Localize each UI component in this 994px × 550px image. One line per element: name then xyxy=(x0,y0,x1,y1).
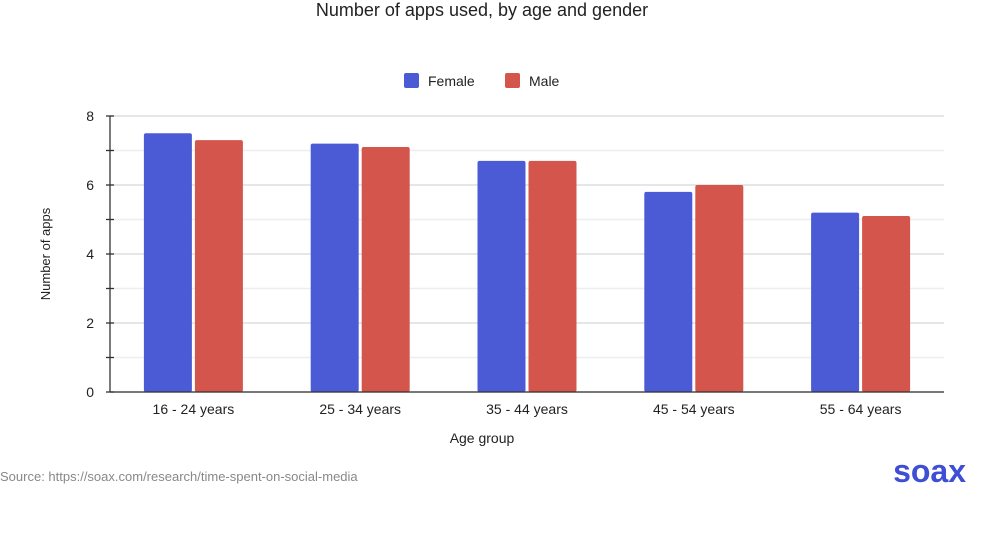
x-tick-label: 16 - 24 years xyxy=(153,401,235,417)
bar-male xyxy=(361,147,410,392)
x-tick-label: 35 - 44 years xyxy=(486,401,568,417)
legend-swatch-female xyxy=(404,73,419,88)
bar-female xyxy=(811,212,860,392)
legend-label: Male xyxy=(529,73,560,89)
chart-title: Number of apps used, by age and gender xyxy=(316,0,648,20)
bar-female xyxy=(477,160,526,392)
source-text: Source: https://soax.com/research/time-s… xyxy=(0,469,358,484)
bar-female xyxy=(310,143,359,392)
y-tick-label: 2 xyxy=(86,315,94,331)
bar-male xyxy=(194,140,243,392)
bar-female xyxy=(143,133,192,392)
y-axis-label: Number of apps xyxy=(38,207,53,300)
bar-male xyxy=(695,185,744,392)
y-tick-label: 8 xyxy=(86,108,94,124)
legend-label: Female xyxy=(428,73,475,89)
soax-logo: soax xyxy=(893,453,966,489)
y-tick-label: 0 xyxy=(86,384,94,400)
legend-swatch-male xyxy=(505,73,520,88)
x-tick-label: 25 - 34 years xyxy=(319,401,401,417)
y-tick-label: 6 xyxy=(86,177,94,193)
bar-female xyxy=(644,191,693,392)
legend: Female Male xyxy=(404,73,560,89)
x-tick-label: 45 - 54 years xyxy=(653,401,735,417)
bar-male xyxy=(528,160,577,392)
x-axis-label: Age group xyxy=(450,430,515,446)
bar-male xyxy=(862,216,911,392)
x-tick-label: 55 - 64 years xyxy=(820,401,902,417)
y-tick-label: 4 xyxy=(86,246,94,262)
